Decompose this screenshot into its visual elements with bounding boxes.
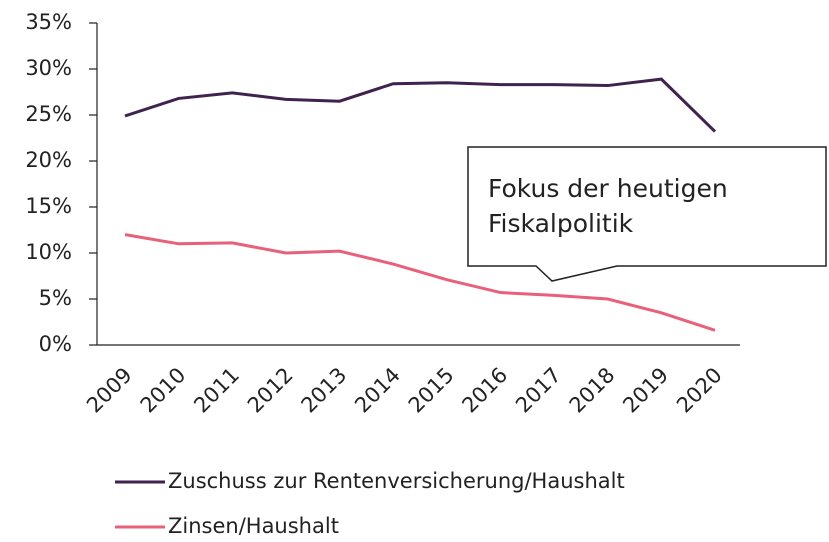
x-tick-label: 2010: [136, 363, 191, 418]
legend-label: Zinsen/Haushalt: [168, 514, 339, 538]
x-tick-label: 2012: [243, 363, 298, 418]
y-tick-label: 30%: [25, 56, 72, 80]
annotation-text: Fokus der heutigen: [488, 174, 728, 203]
y-tick-label: 20%: [25, 148, 72, 172]
x-tick-label: 2013: [297, 363, 352, 418]
annotation-text: Fiskalpolitik: [488, 209, 634, 238]
x-tick-label: 2019: [618, 363, 673, 418]
x-tick-label: 2015: [404, 363, 459, 418]
x-tick-label: 2017: [511, 363, 566, 418]
x-tick-label: 2014: [350, 363, 405, 418]
y-tick-label: 35%: [25, 10, 72, 34]
y-tick-label: 0%: [39, 332, 72, 356]
y-tick-label: 5%: [39, 286, 72, 310]
x-tick-label: 2011: [189, 363, 244, 418]
annotation-box: [467, 146, 827, 282]
y-tick-label: 15%: [25, 194, 72, 218]
x-tick-label: 2018: [565, 363, 620, 418]
x-tick-label: 2016: [457, 363, 512, 418]
legend-label: Zuschuss zur Rentenversicherung/Haushalt: [168, 469, 625, 493]
y-tick-label: 10%: [25, 240, 72, 264]
x-tick-label: 2020: [672, 363, 727, 418]
series-line: [124, 77, 717, 133]
series-line: [124, 233, 716, 332]
y-tick-label: 25%: [25, 102, 72, 126]
x-tick-label: 2009: [82, 363, 137, 418]
